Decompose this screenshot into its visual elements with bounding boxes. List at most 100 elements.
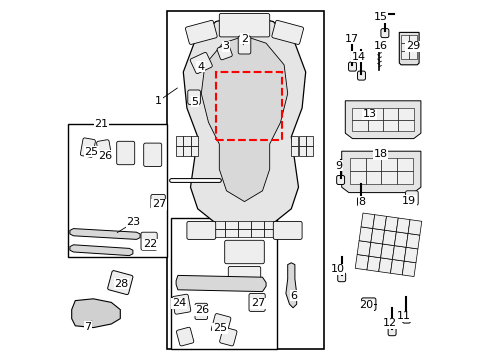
FancyBboxPatch shape <box>143 143 162 166</box>
Polygon shape <box>399 32 418 65</box>
FancyBboxPatch shape <box>190 52 212 74</box>
Bar <box>382 230 395 246</box>
Bar <box>367 108 382 120</box>
Bar <box>352 108 367 120</box>
Text: 16: 16 <box>373 41 387 51</box>
Text: 2: 2 <box>241 33 247 44</box>
FancyBboxPatch shape <box>80 138 95 157</box>
Bar <box>354 255 368 270</box>
Text: 9: 9 <box>335 161 342 171</box>
Bar <box>238 229 250 237</box>
Polygon shape <box>201 36 287 202</box>
Text: 26: 26 <box>195 305 209 315</box>
Bar <box>408 51 417 59</box>
Bar <box>401 43 408 51</box>
Bar <box>183 146 190 156</box>
Bar <box>382 120 398 131</box>
FancyBboxPatch shape <box>228 266 260 284</box>
Bar <box>382 108 398 120</box>
FancyBboxPatch shape <box>211 314 230 334</box>
Text: 20: 20 <box>358 300 372 310</box>
FancyBboxPatch shape <box>187 90 200 104</box>
FancyBboxPatch shape <box>405 191 417 205</box>
Polygon shape <box>285 263 296 308</box>
FancyBboxPatch shape <box>348 62 356 71</box>
FancyBboxPatch shape <box>273 221 302 239</box>
Bar <box>367 120 382 131</box>
FancyBboxPatch shape <box>170 218 276 349</box>
Bar <box>368 242 382 258</box>
Text: 22: 22 <box>143 239 157 249</box>
Bar <box>360 213 374 229</box>
Bar <box>381 171 396 184</box>
Bar <box>238 220 250 229</box>
Bar <box>176 146 183 156</box>
Bar <box>366 256 380 271</box>
Bar <box>378 258 392 273</box>
Bar <box>291 136 298 146</box>
Bar <box>190 136 197 146</box>
Bar <box>390 260 404 275</box>
Text: 4: 4 <box>197 62 203 72</box>
Bar <box>212 229 224 237</box>
Text: 27: 27 <box>250 298 265 308</box>
Bar <box>305 136 312 146</box>
Text: 7: 7 <box>84 322 91 332</box>
FancyBboxPatch shape <box>186 221 215 239</box>
FancyBboxPatch shape <box>185 21 217 44</box>
FancyBboxPatch shape <box>107 271 133 294</box>
Text: 3: 3 <box>222 41 229 51</box>
Bar <box>394 232 407 247</box>
Bar <box>190 146 197 156</box>
Bar <box>365 171 381 184</box>
Text: 13: 13 <box>362 109 376 120</box>
Text: 26: 26 <box>98 150 112 161</box>
Bar <box>408 35 417 43</box>
FancyBboxPatch shape <box>141 232 157 250</box>
Bar <box>224 229 238 237</box>
Bar <box>380 244 394 260</box>
Bar <box>370 229 384 244</box>
Text: 15: 15 <box>373 12 387 22</box>
Bar <box>264 220 276 229</box>
Bar <box>305 146 312 156</box>
Bar <box>250 229 264 237</box>
FancyBboxPatch shape <box>337 273 345 282</box>
Bar <box>264 229 276 237</box>
Bar <box>183 136 190 146</box>
Bar <box>349 158 365 171</box>
Text: 29: 29 <box>405 41 419 51</box>
Polygon shape <box>183 14 305 230</box>
Polygon shape <box>345 101 420 139</box>
Bar <box>401 35 408 43</box>
Text: 6: 6 <box>290 291 297 301</box>
Text: 1: 1 <box>155 96 162 106</box>
Bar <box>406 234 419 249</box>
Text: 23: 23 <box>126 217 141 228</box>
FancyBboxPatch shape <box>217 45 232 60</box>
Bar <box>401 51 408 59</box>
Text: 24: 24 <box>171 298 186 308</box>
Bar <box>407 220 421 235</box>
FancyBboxPatch shape <box>172 294 190 314</box>
FancyBboxPatch shape <box>380 29 388 37</box>
Text: 28: 28 <box>114 279 128 289</box>
FancyBboxPatch shape <box>195 303 207 320</box>
Text: 14: 14 <box>351 52 366 62</box>
Polygon shape <box>70 229 140 239</box>
Bar <box>352 120 367 131</box>
Polygon shape <box>72 299 120 328</box>
Bar <box>398 120 413 131</box>
Bar <box>396 171 412 184</box>
FancyBboxPatch shape <box>219 13 269 37</box>
Bar <box>372 215 386 230</box>
FancyBboxPatch shape <box>361 298 375 310</box>
Bar <box>358 227 372 242</box>
Bar <box>212 220 224 229</box>
Bar <box>384 216 397 232</box>
FancyBboxPatch shape <box>387 327 395 336</box>
Bar <box>250 220 264 229</box>
Bar <box>392 246 406 261</box>
FancyBboxPatch shape <box>219 327 237 346</box>
Text: 10: 10 <box>330 264 344 274</box>
